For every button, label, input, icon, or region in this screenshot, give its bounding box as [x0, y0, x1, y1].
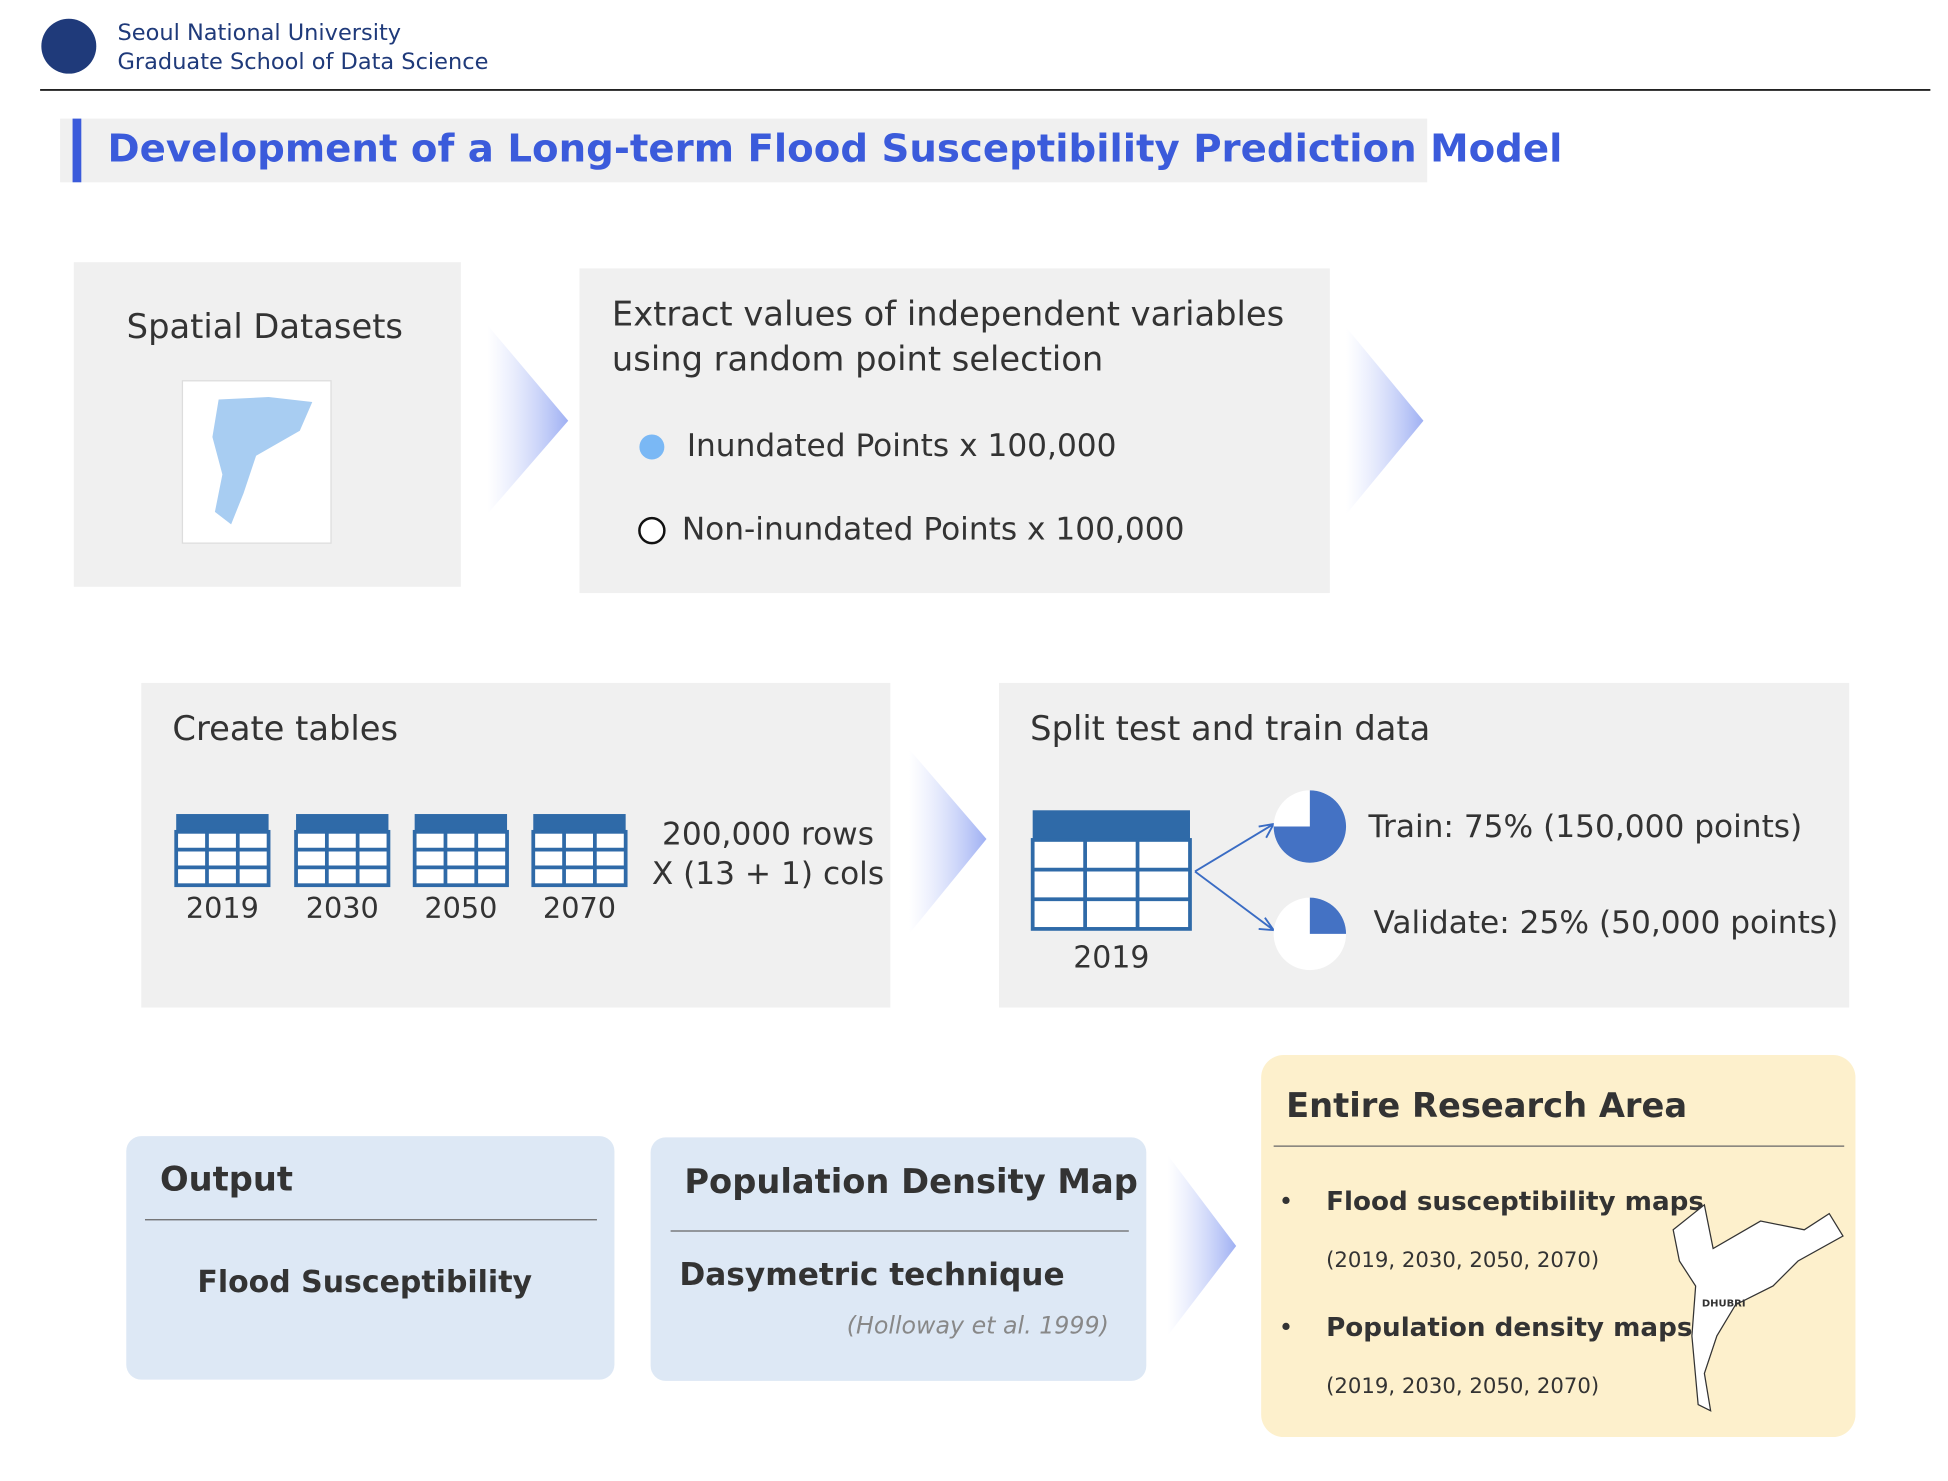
- map-label: DHUBRI: [1702, 1298, 1746, 1309]
- table-body: [294, 829, 391, 888]
- title: Development of a Long-term Flood Suscept…: [108, 127, 1563, 172]
- split-title: Split test and train data: [1030, 709, 1430, 748]
- population-box: [650, 1137, 1147, 1381]
- table-body: [531, 829, 628, 888]
- research-item: Population density maps: [1326, 1313, 1692, 1343]
- chevron: [909, 749, 987, 934]
- logo: [41, 18, 97, 74]
- table-year: 2019: [186, 891, 259, 925]
- table-body: [1030, 838, 1192, 931]
- split-year: 2019: [1073, 940, 1149, 975]
- research-title: Entire Research Area: [1286, 1086, 1687, 1125]
- table-year: 2030: [306, 891, 379, 925]
- output-item: Flood Susceptibility: [197, 1265, 532, 1300]
- table-header: [176, 814, 269, 832]
- map-shape: [212, 397, 313, 525]
- table-header: [414, 814, 508, 832]
- research-years: (2019, 2030, 2050, 2070): [1326, 1248, 1599, 1273]
- title-bg: [60, 118, 1428, 183]
- research-item: Flood susceptibility maps: [1326, 1187, 1704, 1217]
- school: Graduate School of Data Science: [118, 49, 489, 75]
- table-body: [174, 829, 271, 888]
- table-header: [533, 814, 626, 832]
- tables-title: Create tables: [172, 709, 398, 748]
- table-header: [296, 814, 389, 832]
- split-arrows: [1194, 822, 1276, 932]
- table-icons: 2019 2030 2050 2070: [174, 814, 628, 925]
- table-year: 2050: [424, 891, 497, 925]
- research-map: [1672, 1203, 1844, 1412]
- extract-title: Extract values of independent variables: [612, 294, 1284, 333]
- point-label: Inundated Points x 100,000: [687, 428, 1117, 464]
- technique: Dasymetric technique: [679, 1257, 1064, 1293]
- table-icon: [1030, 810, 1192, 931]
- pie-validate: [1309, 897, 1347, 934]
- table-year: 2070: [543, 891, 616, 925]
- table-header: [1032, 810, 1190, 840]
- table-body: [412, 829, 509, 888]
- table-size: X (13 + 1) cols: [652, 856, 884, 892]
- chevron: [1346, 327, 1424, 515]
- population-title: Population Density Map: [684, 1162, 1137, 1201]
- spatial-title: Spatial Datasets: [127, 307, 403, 346]
- dot-filled: [639, 434, 665, 460]
- extract-title: using random point selection: [612, 339, 1103, 378]
- citation: (Holloway et al. 1999): [847, 1312, 1109, 1340]
- extract-box: [579, 268, 1330, 594]
- title-bar: [72, 118, 82, 183]
- research-years: (2019, 2030, 2050, 2070): [1326, 1374, 1599, 1399]
- pie-train: [1273, 790, 1347, 863]
- bullet: •: [1279, 1312, 1294, 1341]
- chevron: [1167, 1154, 1237, 1336]
- bullet: •: [1279, 1186, 1294, 1215]
- chevron: [487, 324, 569, 515]
- train-label: Train: 75% (150,000 points): [1368, 809, 1803, 845]
- output-title: Output: [160, 1160, 293, 1199]
- output-box: [126, 1136, 615, 1380]
- validate-label: Validate: 25% (50,000 points): [1374, 905, 1839, 941]
- dot-empty: [638, 516, 666, 545]
- university: Seoul National University: [118, 20, 402, 46]
- point-label: Non-inundated Points x 100,000: [682, 512, 1185, 548]
- table-size: 200,000 rows: [662, 816, 874, 852]
